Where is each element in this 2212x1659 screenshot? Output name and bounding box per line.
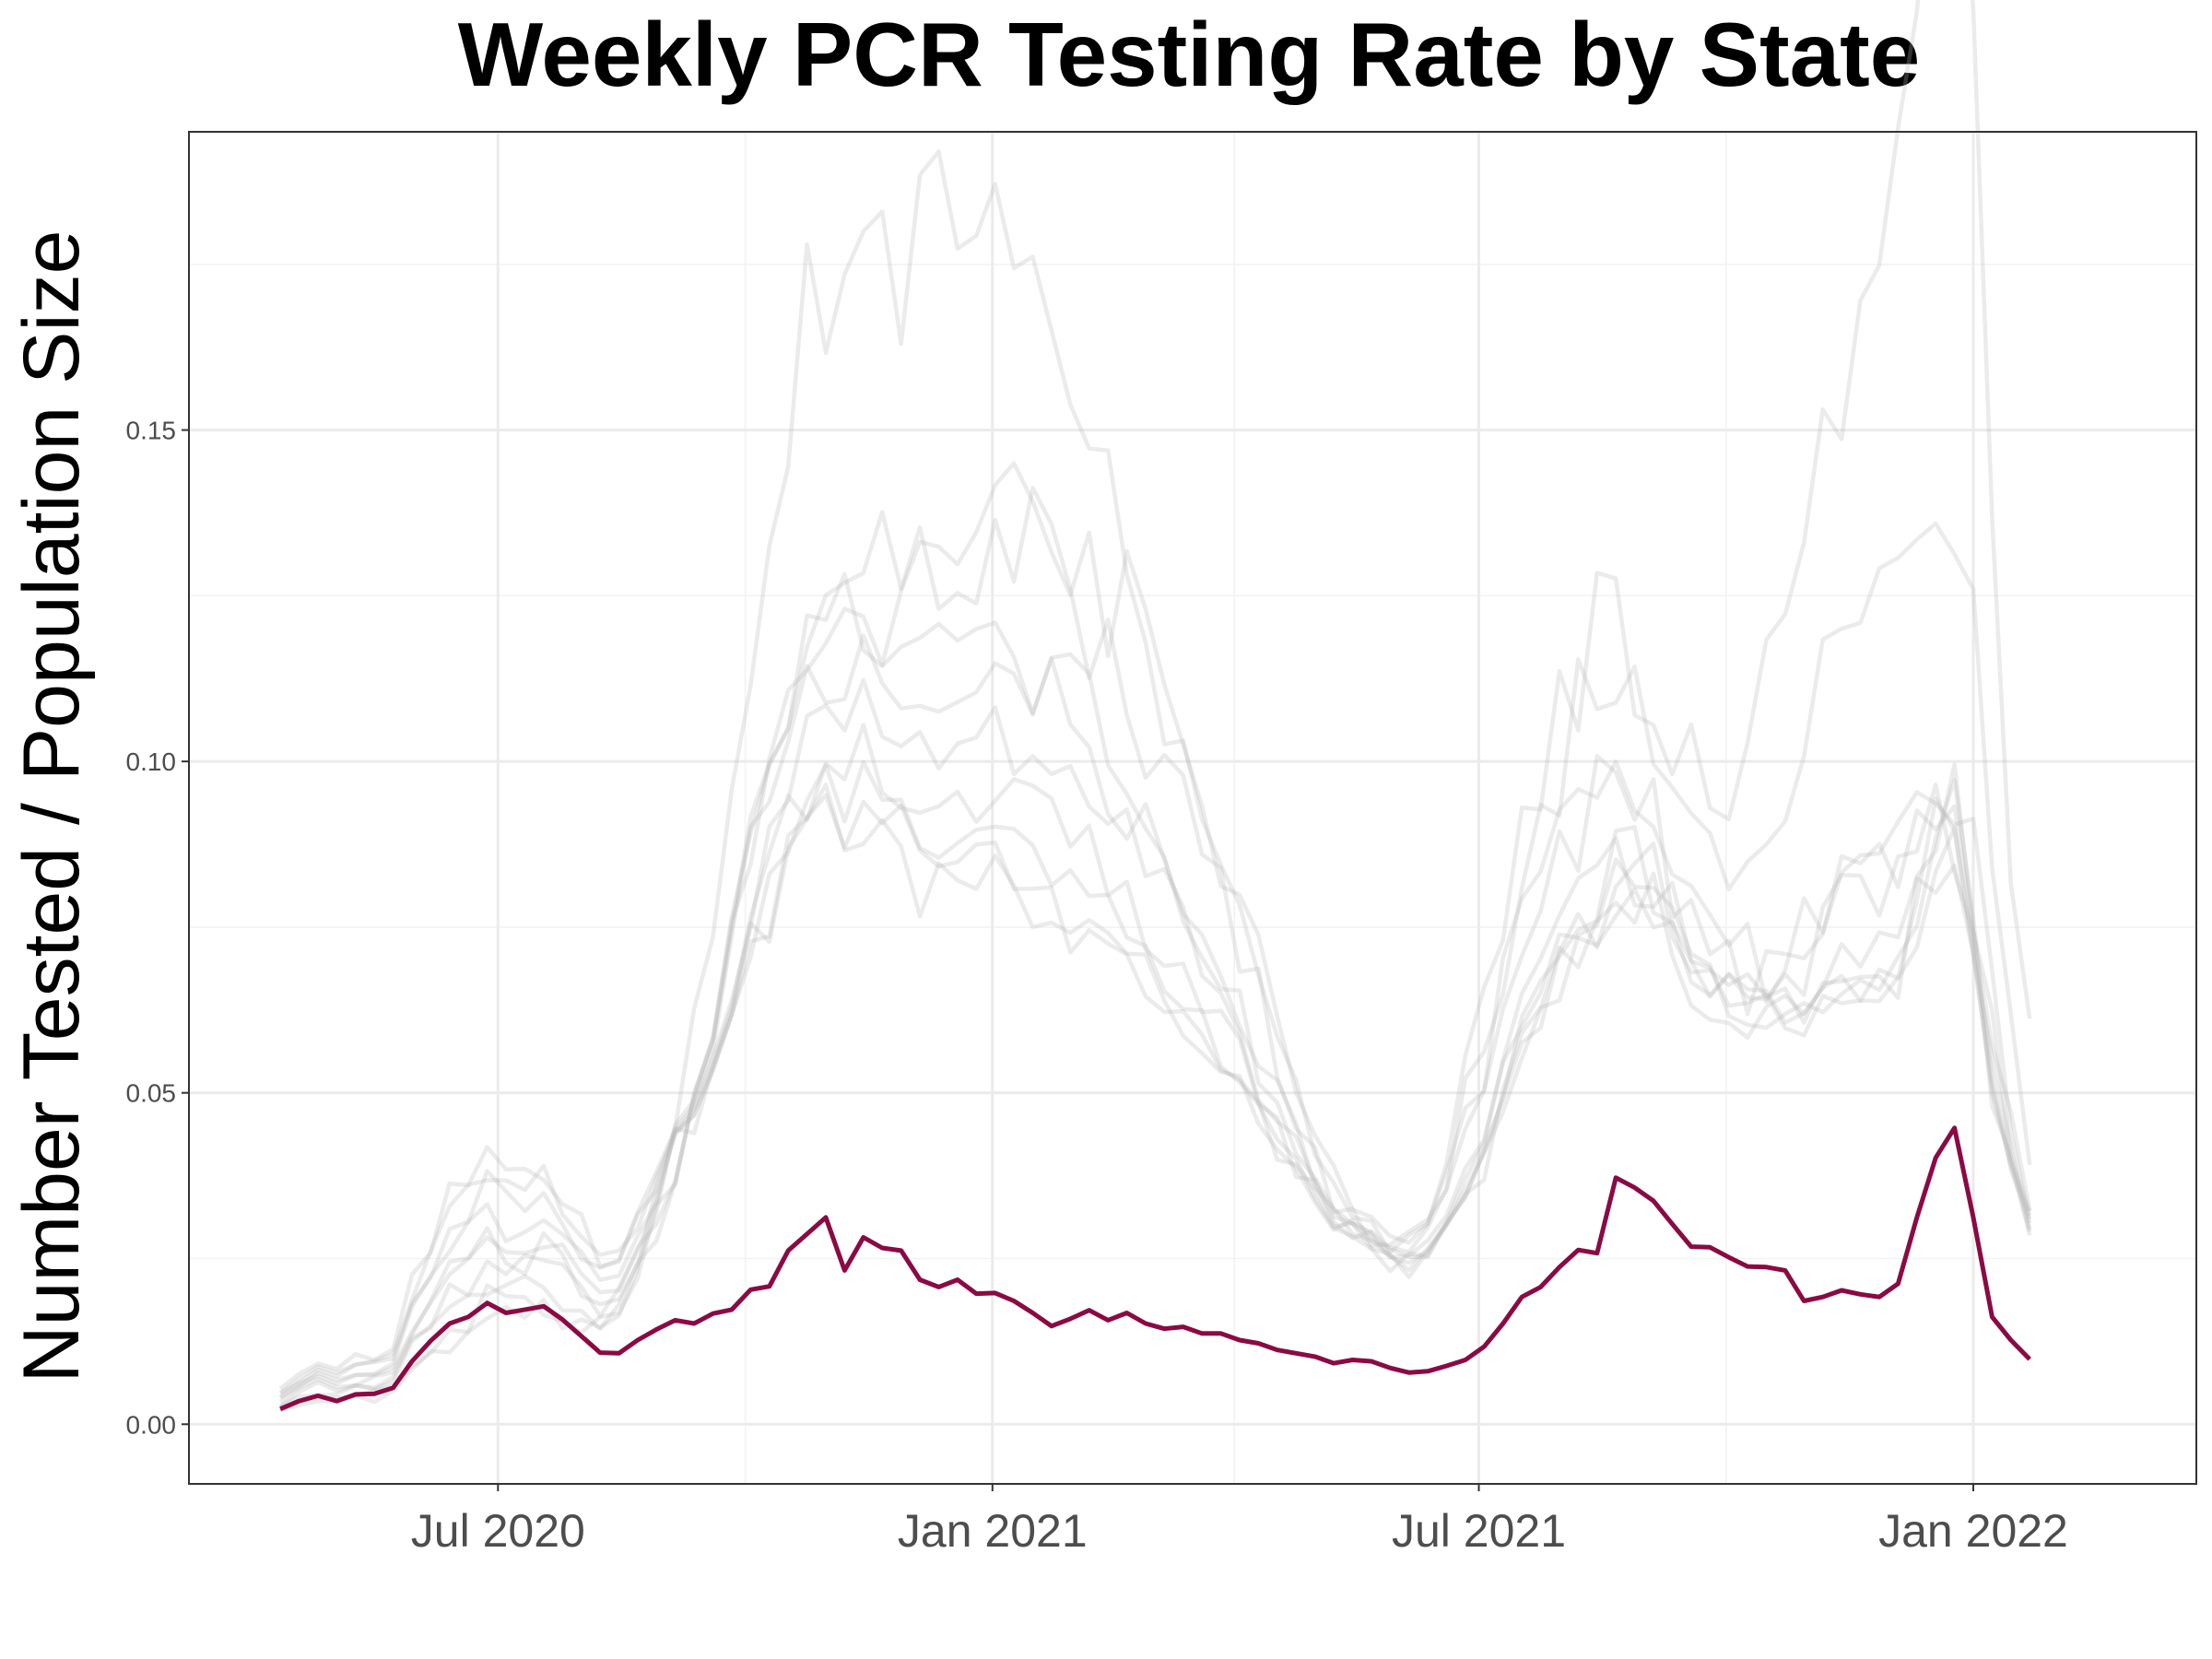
x-tick-label: Jan 2022 bbox=[1878, 1505, 2068, 1557]
y-axis-label: Number Tested / Population Size bbox=[7, 230, 96, 1383]
state-line bbox=[279, 0, 2032, 1413]
state-line bbox=[278, 633, 2032, 1404]
y-tick-label: 0.15 bbox=[126, 417, 177, 445]
x-tick-label: Jan 2021 bbox=[898, 1505, 1088, 1557]
state-line bbox=[278, 793, 2032, 1395]
x-axis-ticks: Jul 2020 Jan 2021 Jul 2021 Jan 2022 bbox=[411, 1484, 2068, 1557]
y-tick-label: 0.00 bbox=[126, 1410, 177, 1439]
state-lines-group bbox=[278, 0, 2032, 1413]
plot-panel-border bbox=[188, 131, 2197, 1485]
x-tick-label: Jul 2020 bbox=[411, 1505, 585, 1557]
minor-gridlines bbox=[189, 132, 2196, 1484]
x-tick-label: Jul 2021 bbox=[1392, 1505, 1566, 1557]
state-line bbox=[279, 461, 2032, 1408]
state-line bbox=[278, 571, 2032, 1408]
major-gridlines bbox=[189, 132, 2196, 1484]
highlight-state-line bbox=[279, 1125, 2031, 1412]
state-line bbox=[279, 759, 2032, 1395]
chart-title: Weekly PCR Testing Rate by State bbox=[458, 4, 1921, 105]
state-line bbox=[278, 677, 2032, 1399]
state-line bbox=[278, 723, 2032, 1400]
state-line bbox=[278, 762, 2032, 1391]
y-axis-ticks: 0.00 0.05 0.10 0.15 bbox=[126, 417, 189, 1439]
y-tick-label: 0.05 bbox=[126, 1079, 177, 1108]
y-tick-label: 0.10 bbox=[126, 747, 177, 776]
